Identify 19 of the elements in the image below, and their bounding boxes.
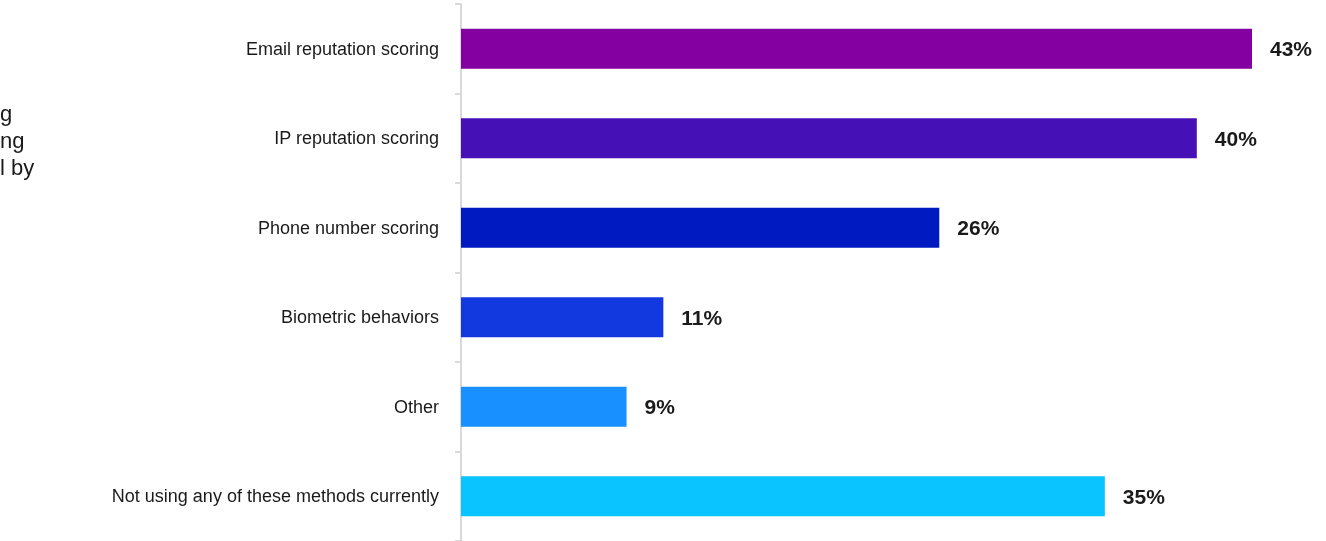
text: g ng l by — [0, 101, 35, 180]
y-tick-label: Not using any of these methods currently — [111, 486, 439, 507]
y-tick-label: IP reputation scoring — [274, 128, 439, 149]
y-tick-label: Biometric behaviors — [280, 307, 439, 328]
y-tick-label: Email reputation scoring — [245, 38, 439, 59]
bar — [461, 386, 627, 427]
y-tick-label: Phone number scoring — [257, 217, 439, 238]
bar — [461, 297, 664, 338]
bar — [461, 476, 1105, 517]
data-label: 26% — [957, 216, 1000, 240]
bar — [461, 118, 1197, 159]
y-tick-label: Other — [393, 396, 439, 417]
bar — [461, 28, 1252, 69]
data-label: 40% — [1214, 126, 1258, 150]
data-label: 9% — [644, 395, 676, 419]
data-label: 11% — [681, 305, 723, 329]
bar — [461, 207, 940, 248]
data-label: 35% — [1122, 484, 1166, 508]
data-label: 43% — [1270, 37, 1313, 61]
